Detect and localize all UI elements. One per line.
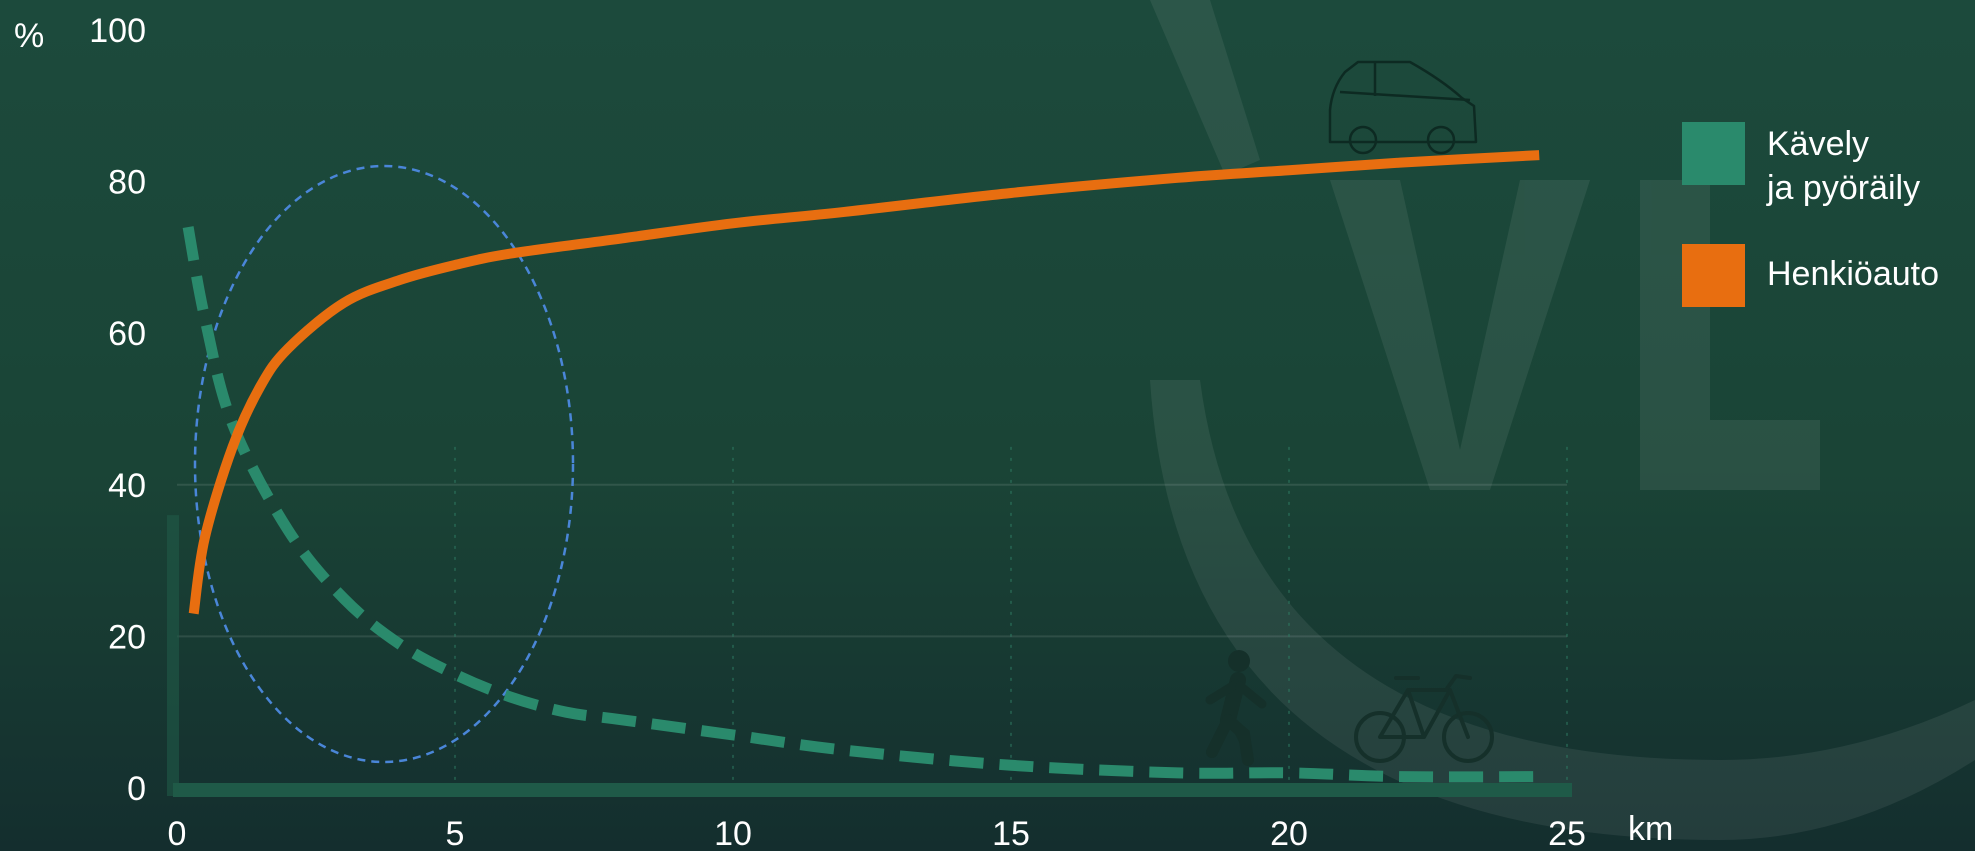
watermark-logo xyxy=(1150,0,1975,840)
series-line-car xyxy=(188,150,1540,615)
x-tick-label-25: 25 xyxy=(1548,815,1586,851)
dashed-ellipse-highlight xyxy=(193,164,575,764)
legend-swatch-walking-cycling xyxy=(1682,122,1745,185)
legend-swatch-car xyxy=(1682,244,1745,307)
legend-label-car: Henkiöauto xyxy=(1767,255,1940,293)
x-tick-label-0: 0 xyxy=(168,815,187,851)
car-icon xyxy=(1328,60,1478,155)
walking-person-icon xyxy=(1205,650,1267,766)
legend-item-car: Henkiöauto xyxy=(1682,244,1939,307)
x-tick-label-15: 15 xyxy=(992,815,1030,851)
tick-labels: 0 20 40 60 80 100 0 5 10 15 20 25% km xyxy=(14,12,1673,851)
y-tick-label-0: 0 xyxy=(127,770,146,808)
x-tick-label-20: 20 xyxy=(1270,815,1308,851)
bicycle-icon xyxy=(1354,674,1494,763)
x-tick-label-10: 10 xyxy=(714,815,752,851)
legend-item-walking-cycling: Kävely ja pyöräily xyxy=(1682,122,1939,210)
y-tick-label-60: 60 xyxy=(108,315,146,353)
y-tick-label-40: 40 xyxy=(108,467,146,505)
legend: Kävely ja pyöräily Henkiöauto xyxy=(1682,122,1939,341)
y-tick-label-20: 20 xyxy=(108,618,146,656)
series-line-walking-cycling xyxy=(182,226,1540,783)
y-axis-unit-label: % xyxy=(14,17,44,55)
x-axis-unit-label: km xyxy=(1628,810,1673,848)
y-tick-label-80: 80 xyxy=(108,164,146,202)
legend-label-walking-cycling: Kävely ja pyöräily xyxy=(1767,125,1921,207)
axes xyxy=(167,515,1572,797)
series-layer xyxy=(182,150,1540,783)
x-tick-label-5: 5 xyxy=(446,815,465,851)
y-tick-label-100: 100 xyxy=(89,12,146,50)
grid xyxy=(177,446,1568,788)
